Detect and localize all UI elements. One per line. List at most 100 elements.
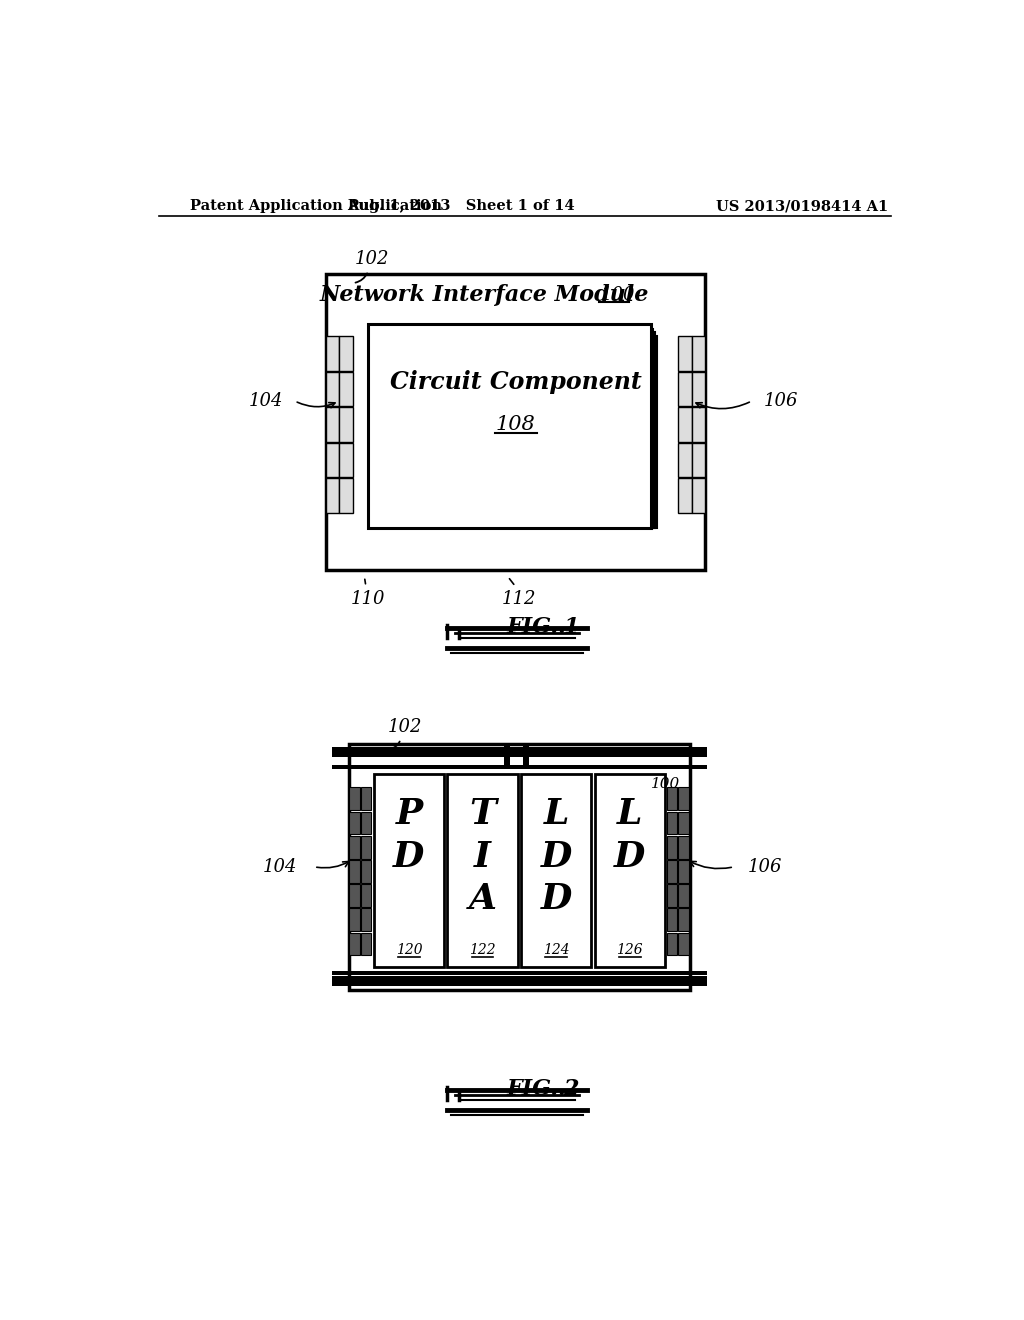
Bar xyxy=(349,861,359,883)
Text: L: L xyxy=(544,797,569,832)
Text: Aug. 1, 2013   Sheet 1 of 14: Aug. 1, 2013 Sheet 1 of 14 xyxy=(347,199,575,213)
Bar xyxy=(678,861,689,883)
Bar xyxy=(373,333,655,528)
Bar xyxy=(360,933,372,956)
Text: T: T xyxy=(469,797,496,832)
Text: 124: 124 xyxy=(543,942,569,957)
Bar xyxy=(678,812,689,834)
Text: 104: 104 xyxy=(249,392,283,411)
Bar xyxy=(667,861,678,883)
Bar xyxy=(326,407,339,442)
Bar xyxy=(360,861,372,883)
Bar xyxy=(523,743,529,767)
Bar xyxy=(678,884,689,907)
Bar xyxy=(332,747,707,758)
Text: 110: 110 xyxy=(351,590,385,607)
Text: D: D xyxy=(393,840,425,874)
Text: 2: 2 xyxy=(563,1078,579,1100)
Text: 106: 106 xyxy=(764,392,798,411)
Text: P: P xyxy=(395,797,423,832)
Bar xyxy=(360,788,372,810)
Bar xyxy=(692,407,706,442)
Bar xyxy=(326,442,339,478)
Bar xyxy=(349,743,690,990)
Bar xyxy=(360,884,372,907)
Bar xyxy=(374,775,444,966)
Bar xyxy=(339,337,352,371)
Bar xyxy=(332,766,707,770)
Bar xyxy=(692,478,706,512)
Bar xyxy=(349,908,359,931)
Text: 120: 120 xyxy=(395,942,422,957)
Bar xyxy=(678,407,692,442)
Text: 104: 104 xyxy=(262,858,297,875)
Bar xyxy=(326,372,339,407)
Bar xyxy=(375,337,657,528)
Text: 112: 112 xyxy=(502,590,537,607)
Bar xyxy=(667,908,678,931)
Text: D: D xyxy=(541,882,571,916)
Bar xyxy=(371,329,653,528)
Text: 100: 100 xyxy=(651,776,681,791)
Bar xyxy=(667,812,678,834)
Text: .: . xyxy=(557,1078,565,1100)
Text: A: A xyxy=(469,882,497,916)
Bar xyxy=(678,478,692,512)
Bar xyxy=(349,788,359,810)
Bar xyxy=(349,884,359,907)
Text: Network Interface Module: Network Interface Module xyxy=(319,285,649,306)
Text: L: L xyxy=(617,797,642,832)
Text: Patent Application Publication: Patent Application Publication xyxy=(190,199,442,213)
Bar xyxy=(326,478,339,512)
Text: 126: 126 xyxy=(616,942,643,957)
Text: D: D xyxy=(614,840,645,874)
Text: 106: 106 xyxy=(748,858,782,875)
Bar xyxy=(678,788,689,810)
Bar xyxy=(360,812,372,834)
Text: 1: 1 xyxy=(563,616,579,638)
Text: 102: 102 xyxy=(355,249,389,268)
Bar xyxy=(521,775,592,966)
Bar xyxy=(678,442,692,478)
Text: .: . xyxy=(557,616,565,638)
Bar xyxy=(360,908,372,931)
Text: 102: 102 xyxy=(388,718,423,737)
Bar xyxy=(332,970,707,974)
Text: US 2013/0198414 A1: US 2013/0198414 A1 xyxy=(716,199,889,213)
Bar xyxy=(339,372,352,407)
Text: 122: 122 xyxy=(469,942,496,957)
Bar xyxy=(369,323,651,528)
Bar xyxy=(326,337,339,371)
Bar xyxy=(332,977,707,986)
Bar xyxy=(339,478,352,512)
Text: Circuit Component: Circuit Component xyxy=(389,370,641,393)
Bar xyxy=(678,836,689,858)
Bar xyxy=(360,836,372,858)
Text: 100: 100 xyxy=(601,286,635,305)
Bar xyxy=(692,337,706,371)
Text: 108: 108 xyxy=(496,414,536,433)
Text: I: I xyxy=(474,840,490,874)
Bar xyxy=(692,372,706,407)
Bar xyxy=(692,442,706,478)
Bar xyxy=(504,743,510,767)
Bar xyxy=(447,775,518,966)
Bar xyxy=(339,407,352,442)
Text: D: D xyxy=(541,840,571,874)
Bar xyxy=(667,788,678,810)
Text: FIG.: FIG. xyxy=(507,1078,559,1100)
Bar xyxy=(667,836,678,858)
Bar xyxy=(339,442,352,478)
Bar xyxy=(595,775,665,966)
Bar xyxy=(326,275,706,570)
Bar xyxy=(678,933,689,956)
Bar xyxy=(349,933,359,956)
Text: FIG.: FIG. xyxy=(507,616,559,638)
Bar xyxy=(678,908,689,931)
Bar xyxy=(678,372,692,407)
Bar xyxy=(349,812,359,834)
Bar xyxy=(667,884,678,907)
Bar xyxy=(349,836,359,858)
Bar xyxy=(678,337,692,371)
Bar xyxy=(667,933,678,956)
